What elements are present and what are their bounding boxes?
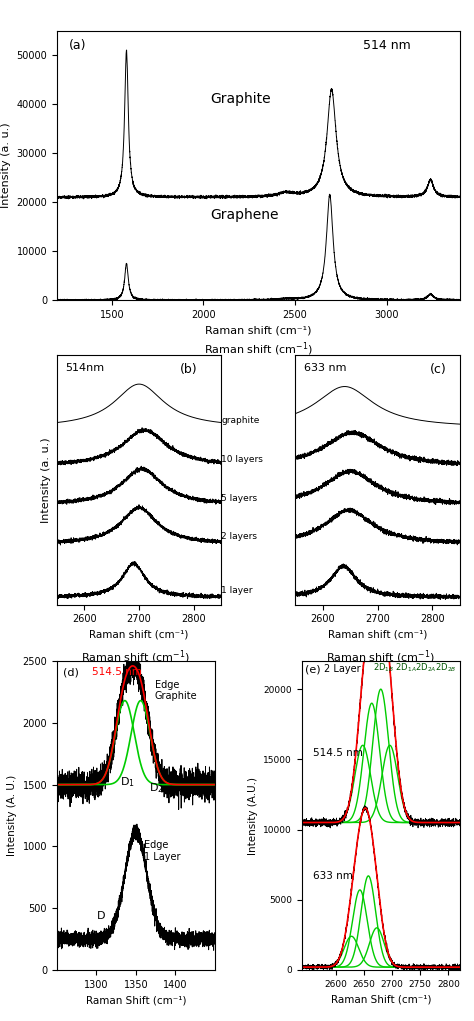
Text: D$_1$: D$_1$ [120,775,135,789]
Text: 2D$_{1B}$ 2D$_{1A}$2D$_{2A}$2D$_{2B}$: 2D$_{1B}$ 2D$_{1A}$2D$_{2A}$2D$_{2B}$ [373,661,456,674]
Text: 514nm: 514nm [65,362,104,373]
Text: 633 nm: 633 nm [313,871,353,881]
Text: 10 layers: 10 layers [221,454,263,464]
Text: Edge
Graphite: Edge Graphite [155,680,198,701]
Text: Edge
1 Layer: Edge 1 Layer [144,840,180,862]
Text: 633 nm: 633 nm [303,362,346,373]
X-axis label: Raman shift (cm⁻¹): Raman shift (cm⁻¹) [205,326,311,336]
X-axis label: Raman shift (cm⁻¹): Raman shift (cm⁻¹) [90,630,189,640]
Y-axis label: Intensity (a. u.): Intensity (a. u.) [1,123,11,208]
Text: (d): (d) [63,668,79,677]
X-axis label: Raman shift (cm⁻¹): Raman shift (cm⁻¹) [328,630,427,640]
Text: (a): (a) [69,39,86,52]
Y-axis label: Intensity (a. u.): Intensity (a. u.) [41,437,51,523]
Text: Raman shift (cm$^{-1}$): Raman shift (cm$^{-1}$) [326,648,435,666]
Text: (b): (b) [180,362,198,376]
Text: 514.5 nm: 514.5 nm [91,668,142,677]
Text: 514 nm: 514 nm [363,39,411,52]
X-axis label: Raman Shift (cm⁻¹): Raman Shift (cm⁻¹) [330,994,431,1005]
Y-axis label: Intensity (A.U.): Intensity (A.U.) [248,777,258,855]
Text: Raman shift (cm$^{-1}$): Raman shift (cm$^{-1}$) [204,340,313,357]
X-axis label: Raman Shift (cm⁻¹): Raman Shift (cm⁻¹) [86,995,186,1006]
Text: 514.5 nm: 514.5 nm [313,747,363,758]
Text: 2 Layer: 2 Layer [324,664,361,674]
Text: Graphene: Graphene [210,208,279,223]
Text: 1 layer: 1 layer [221,586,253,594]
Y-axis label: Intensity (A. U.): Intensity (A. U.) [7,775,17,857]
Text: Graphite: Graphite [210,93,271,106]
Text: Raman shift (cm$^{-1}$): Raman shift (cm$^{-1}$) [82,648,191,666]
Text: graphite: graphite [221,416,260,425]
Text: D$_2$: D$_2$ [148,781,164,795]
Text: D: D [96,912,105,921]
Text: (e): (e) [305,664,320,674]
Text: 5 layers: 5 layers [221,493,257,502]
Text: 2 layers: 2 layers [221,532,257,541]
Text: (c): (c) [430,362,447,376]
